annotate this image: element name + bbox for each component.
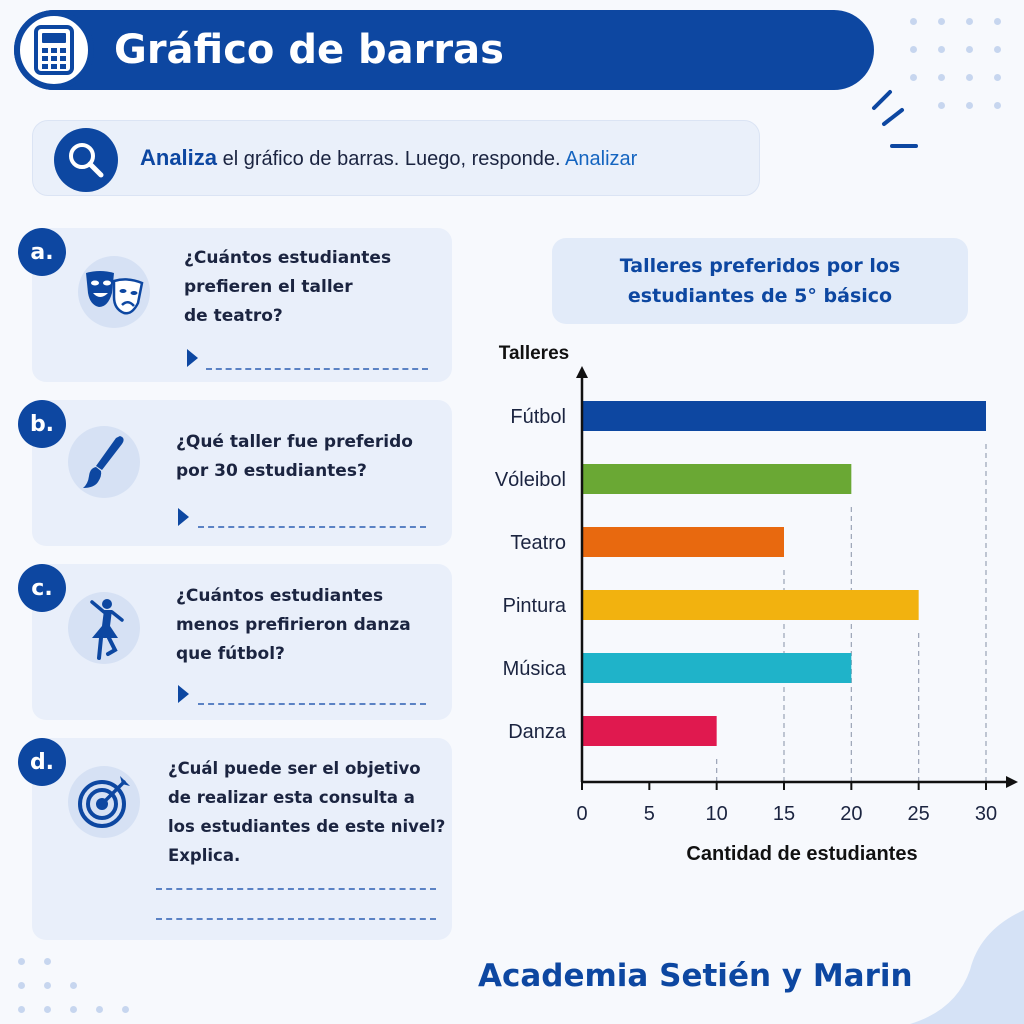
x-tick-label: 15 — [773, 803, 795, 825]
question-d-line: Explica. — [168, 846, 241, 865]
question-b-line: ¿Qué taller fue preferido — [176, 432, 413, 452]
calculator-icon — [14, 10, 94, 90]
bar — [582, 464, 852, 494]
question-c-line: que fútbol? — [176, 644, 285, 664]
chart-title-line: Talleres preferidos por los — [619, 255, 901, 277]
x-axis-arrow — [1006, 776, 1018, 788]
decorative-blob — [910, 910, 1024, 1024]
question-a-line: prefieren el taller — [184, 277, 353, 297]
category-label: Vóleibol — [495, 469, 566, 491]
dancer-icon — [68, 592, 140, 664]
category-label: Música — [503, 658, 567, 680]
x-tick-label: 5 — [644, 803, 655, 825]
bar — [582, 653, 852, 683]
chart-title-line: estudiantes de 5° básico — [627, 285, 893, 307]
y-axis-title: Talleres — [499, 343, 569, 364]
question-letter-a: a. — [18, 228, 66, 276]
header-banner — [14, 10, 874, 90]
target-icon — [68, 766, 140, 838]
answer-arrow-icon — [187, 349, 198, 367]
instruction-box — [32, 120, 760, 196]
bar — [582, 401, 986, 431]
x-tick-label: 20 — [840, 803, 862, 825]
question-b-line: por 30 estudiantes? — [176, 461, 367, 481]
magnifier-icon — [54, 128, 118, 192]
instruction-bold: Analiza — [140, 145, 218, 170]
question-letter-d: d. — [18, 738, 66, 786]
footer-brand: Academia Setién y Marin — [478, 958, 913, 994]
answer-line-b[interactable] — [198, 526, 426, 528]
bar — [582, 716, 717, 746]
question-d-line: de realizar esta consulta a — [168, 788, 415, 807]
question-d-line: los estudiantes de este nivel? — [168, 817, 446, 836]
category-label: Pintura — [503, 595, 567, 617]
question-text-b: ¿Qué taller fue preferido por 30 estudia… — [176, 428, 413, 486]
x-tick-label: 25 — [908, 803, 930, 825]
category-label: Teatro — [510, 532, 566, 554]
chart-title: Talleres preferidos por los estudiantes … — [552, 238, 968, 324]
answer-line-c[interactable] — [198, 703, 426, 705]
y-axis-arrow — [576, 366, 588, 378]
bar — [582, 527, 784, 557]
instruction-body: el gráfico de barras. Luego, responde. — [217, 148, 561, 170]
x-tick-label: 0 — [576, 803, 587, 825]
question-d-line: ¿Cuál puede ser el objetivo — [168, 759, 421, 778]
question-text-a: ¿Cuántos estudiantes prefieren el taller… — [184, 244, 391, 331]
category-label: Danza — [508, 721, 567, 743]
page-title: Gráfico de barras — [114, 27, 504, 73]
question-c-line: menos prefirieron danza — [176, 615, 411, 635]
answer-arrow-icon — [178, 508, 189, 526]
x-axis-title: Cantidad de estudiantes — [686, 843, 917, 865]
instruction-text: Analiza el gráfico de barras. Luego, res… — [140, 142, 637, 174]
analyze-link[interactable]: Analizar — [565, 148, 638, 170]
question-letter-b: b. — [18, 400, 66, 448]
bar — [582, 590, 919, 620]
question-letter-c: c. — [18, 564, 66, 612]
question-a-line: de teatro? — [184, 306, 283, 326]
bar-chart: Fútbol Vóleibol Teatro Pintura Música Danza 0 5… — [495, 343, 1018, 865]
answer-line-d-2[interactable] — [156, 918, 436, 920]
question-text-c: ¿Cuántos estudiantes menos prefirieron d… — [176, 582, 411, 669]
paintbrush-icon — [68, 426, 140, 498]
sparkle-lines-icon — [872, 90, 918, 148]
theater-masks-icon — [78, 256, 150, 328]
question-a-line: ¿Cuántos estudiantes — [184, 248, 392, 268]
answer-line-a[interactable] — [206, 368, 428, 370]
answer-line-d-1[interactable] — [156, 888, 436, 890]
question-text-d: ¿Cuál puede ser el objetivo de realizar … — [168, 754, 445, 870]
x-tick-label: 30 — [975, 803, 997, 825]
answer-arrow-icon — [178, 685, 189, 703]
x-tick-label: 10 — [706, 803, 728, 825]
category-label: Fútbol — [510, 406, 566, 428]
question-c-line: ¿Cuántos estudiantes — [176, 586, 384, 606]
